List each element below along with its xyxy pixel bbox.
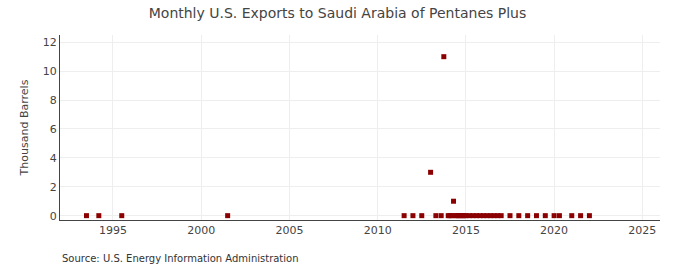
svg-text:1995: 1995 bbox=[99, 224, 127, 237]
svg-text:2020: 2020 bbox=[540, 224, 568, 237]
svg-text:2025: 2025 bbox=[628, 224, 656, 237]
svg-text:6: 6 bbox=[50, 123, 57, 136]
svg-text:2: 2 bbox=[50, 181, 57, 194]
svg-text:Monthly U.S. Exports to Saudi: Monthly U.S. Exports to Saudi Arabia of … bbox=[149, 5, 527, 21]
svg-text:Thousand Barrels: Thousand Barrels bbox=[18, 79, 31, 176]
svg-text:2000: 2000 bbox=[187, 224, 215, 237]
svg-text:2005: 2005 bbox=[275, 224, 303, 237]
svg-text:Source: U.S. Energy Informatio: Source: U.S. Energy Information Administ… bbox=[62, 253, 299, 264]
svg-text:2015: 2015 bbox=[452, 224, 480, 237]
svg-text:12: 12 bbox=[43, 36, 57, 49]
svg-text:2010: 2010 bbox=[364, 224, 392, 237]
svg-text:8: 8 bbox=[50, 94, 57, 107]
svg-text:10: 10 bbox=[43, 65, 57, 78]
svg-text:0: 0 bbox=[50, 210, 57, 223]
svg-text:4: 4 bbox=[50, 152, 57, 165]
